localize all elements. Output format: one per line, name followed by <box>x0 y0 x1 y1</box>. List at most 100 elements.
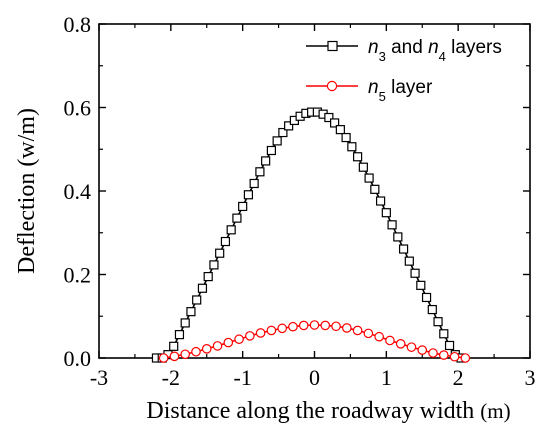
data-point <box>347 142 357 152</box>
legend-label: n5 layer <box>368 77 433 104</box>
series-line <box>156 111 462 359</box>
data-point <box>209 260 219 270</box>
data-point <box>226 225 236 235</box>
legend-entry-1: n5 layer <box>306 77 433 104</box>
x-tick-label: 2 <box>453 365 464 390</box>
data-point <box>393 232 403 242</box>
data-point <box>180 318 190 328</box>
data-point <box>277 323 287 334</box>
data-point <box>158 353 169 363</box>
data-point <box>353 152 363 162</box>
data-point <box>234 334 244 345</box>
plot-frame <box>98 23 531 359</box>
data-point <box>395 339 406 349</box>
legend-label-part: 5 <box>379 89 386 104</box>
y-tick-label: 0.6 <box>64 96 92 121</box>
data-point <box>169 341 179 351</box>
data-point <box>387 220 397 230</box>
data-point <box>203 271 213 282</box>
data-point <box>180 349 190 360</box>
data-point <box>266 325 277 336</box>
legend-label-part: layers <box>446 37 502 58</box>
y-tick-label: 0.8 <box>64 12 92 37</box>
data-point <box>249 178 259 189</box>
data-point <box>363 328 374 339</box>
data-point <box>385 335 395 346</box>
data-point <box>449 351 460 362</box>
data-point <box>255 167 265 177</box>
data-point <box>330 118 340 128</box>
data-point <box>398 244 409 254</box>
data-point <box>186 307 196 317</box>
x-tick-label: 0 <box>309 365 320 390</box>
data-point <box>192 295 202 305</box>
data-point <box>278 127 288 138</box>
data-point <box>284 121 294 131</box>
data-point <box>374 331 384 342</box>
data-point <box>174 330 185 340</box>
data-point <box>238 201 248 212</box>
data-point <box>416 280 426 290</box>
data-point <box>266 145 276 156</box>
data-point <box>428 348 438 358</box>
x-tick-label: -1 <box>234 365 252 390</box>
data-point <box>320 320 331 331</box>
series-0 <box>151 107 466 363</box>
legend-label-part: 4 <box>439 49 446 64</box>
legend-marker <box>327 40 338 52</box>
legend-label-part: n <box>368 37 379 58</box>
data-point <box>342 323 352 333</box>
legend-label-part: n <box>368 77 379 98</box>
x-tick-label: -2 <box>162 365 180 390</box>
data-point <box>197 283 208 293</box>
data-point <box>381 208 391 218</box>
data-point <box>404 256 414 266</box>
legend-label-part: n <box>428 37 439 58</box>
legend-entry-0: n3 and n4 layers <box>306 37 502 64</box>
y-axis-title: Deflection (w/m) <box>14 108 40 274</box>
data-point <box>220 236 231 247</box>
data-point <box>191 346 201 357</box>
data-point <box>370 184 380 194</box>
data-point <box>427 304 437 315</box>
data-point <box>375 196 386 206</box>
data-point <box>433 317 443 327</box>
data-point <box>341 132 351 143</box>
series-layer <box>151 107 471 363</box>
legend-label-part: layer <box>386 77 433 98</box>
data-point <box>460 353 471 363</box>
legend-marker <box>326 80 338 92</box>
data-point <box>223 337 234 348</box>
data-point <box>272 136 282 146</box>
data-point <box>212 341 223 351</box>
data-point <box>298 320 309 331</box>
y-tick-label: 0.4 <box>64 179 92 204</box>
data-point <box>215 248 225 258</box>
data-point <box>245 331 255 341</box>
data-point <box>201 344 212 354</box>
x-axis-title: Distance along the roadway width (m) <box>146 398 510 424</box>
y-tick-label: 0.2 <box>64 263 92 288</box>
data-point <box>438 350 449 360</box>
data-point <box>406 342 417 352</box>
data-point <box>358 162 368 172</box>
data-point <box>417 345 428 355</box>
x-axis-title-unit: (m) <box>480 399 510 423</box>
data-point <box>261 156 271 166</box>
legend-label-part: and <box>386 37 428 58</box>
legend-label: n3 and n4 layers <box>368 37 502 64</box>
axes: -3 -2 -1 0 1 2 3 0.0 0.2 0.4 0.6 0.8 Distance along … <box>14 12 536 424</box>
x-axis-title-text: Distance along the roadway width <box>146 398 474 424</box>
data-point <box>439 329 449 339</box>
data-point <box>331 321 341 332</box>
data-point <box>444 340 455 351</box>
data-point <box>364 173 374 183</box>
data-point <box>352 325 363 336</box>
data-point <box>324 112 334 123</box>
x-tick-label: 1 <box>381 365 392 390</box>
data-point <box>232 213 242 223</box>
data-point <box>309 320 320 330</box>
data-point <box>288 321 298 332</box>
